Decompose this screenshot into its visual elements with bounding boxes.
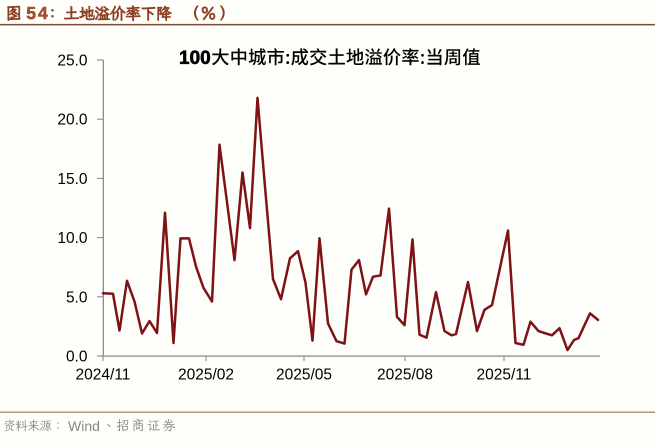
svg-text:15.0: 15.0 <box>57 171 88 188</box>
svg-text:2024/11: 2024/11 <box>76 367 131 384</box>
svg-text:0.0: 0.0 <box>66 349 88 366</box>
svg-text:2025/02: 2025/02 <box>178 367 234 384</box>
svg-text:20.0: 20.0 <box>57 112 88 129</box>
svg-text:2025/05: 2025/05 <box>276 367 332 384</box>
svg-text:5.0: 5.0 <box>66 289 88 306</box>
svg-text:25.0: 25.0 <box>57 53 88 70</box>
svg-text:10.0: 10.0 <box>57 230 88 247</box>
svg-text:2025/08: 2025/08 <box>377 367 433 384</box>
svg-text:2025/11: 2025/11 <box>477 367 532 384</box>
